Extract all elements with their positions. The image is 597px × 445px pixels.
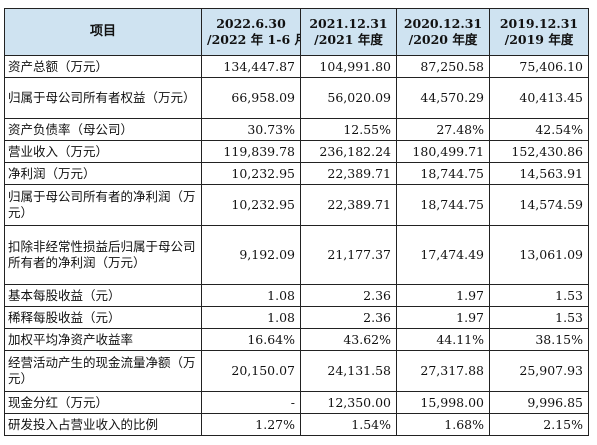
row-label: 资产总额（万元）	[4, 55, 202, 78]
table-row: 稀释每股收益（元） 1.08 2.36 1.97 1.53	[4, 306, 589, 329]
cell-value: 56,020.09	[300, 77, 397, 119]
header-col-line2: /2020 年度	[408, 32, 478, 47]
cell-value: 2.36	[300, 306, 397, 329]
table-row: 经营活动产生的现金流量净额（万元） 20,150.07 24,131.58 27…	[4, 350, 589, 392]
row-label: 研发投入占营业收入的比例	[4, 413, 202, 436]
cell-value: 27,317.88	[396, 350, 490, 392]
cell-value: 25,907.93	[489, 350, 589, 392]
row-label: 稀释每股收益（元）	[4, 306, 202, 329]
table-row: 净利润（万元） 10,232.95 22,389.71 18,744.75 14…	[4, 162, 589, 185]
cell-value: 20,150.07	[201, 350, 301, 392]
row-label: 归属于母公司所有者权益（万元）	[4, 77, 202, 119]
table-body: 资产总额（万元） 134,447.87 104,991.80 87,250.58…	[4, 55, 589, 436]
table-row: 扣除非经常性损益后归属于母公司所有者的净利润（万元） 9,192.09 21,1…	[4, 225, 589, 285]
cell-value: 87,250.58	[396, 55, 490, 78]
header-col-2019: 2019.12.31 /2019 年度	[489, 8, 589, 56]
header-item: 项目	[4, 8, 202, 56]
header-col-line2: /2021 年度	[314, 32, 383, 47]
cell-value: 13,061.09	[489, 225, 589, 285]
row-label: 基本每股收益（元）	[4, 284, 202, 307]
row-label: 加权平均净资产收益率	[4, 328, 202, 351]
cell-value: 152,430.86	[489, 140, 589, 163]
cell-value: 1.68%	[396, 413, 490, 436]
cell-value: 14,563.91	[489, 162, 589, 185]
header-col-line1: 2020.12.31	[403, 16, 483, 31]
financial-summary-table: 项目 2022.6.30 /2022 年 1-6 月 2021.12.31 /2…	[4, 8, 589, 436]
row-label: 净利润（万元）	[4, 162, 202, 185]
cell-value: 16.64%	[201, 328, 301, 351]
cell-value: 27.48%	[396, 118, 490, 141]
row-label: 资产负债率（母公司）	[4, 118, 202, 141]
table-row: 资产负债率（母公司） 30.73% 12.55% 27.48% 42.54%	[4, 118, 589, 141]
cell-value: 12.55%	[300, 118, 397, 141]
cell-value: 22,389.71	[300, 184, 397, 226]
cell-value: 40,413.45	[489, 77, 589, 119]
header-col-2020: 2020.12.31 /2020 年度	[396, 8, 490, 56]
cell-value: 1.97	[396, 284, 490, 307]
header-col-2021: 2021.12.31 /2021 年度	[300, 8, 397, 56]
cell-value: 10,232.95	[201, 162, 301, 185]
cell-value: 42.54%	[489, 118, 589, 141]
cell-value: 1.53	[489, 284, 589, 307]
cell-value: 2.36	[300, 284, 397, 307]
cell-value: 18,744.75	[396, 184, 490, 226]
row-label: 现金分红（万元）	[4, 391, 202, 414]
header-col-line1: 2021.12.31	[309, 16, 388, 31]
cell-value: 38.15%	[489, 328, 589, 351]
table-row: 加权平均净资产收益率 16.64% 43.62% 44.11% 38.15%	[4, 328, 589, 351]
cell-value: 1.08	[201, 284, 301, 307]
cell-value: 75,406.10	[489, 55, 589, 78]
cell-value: 17,474.49	[396, 225, 490, 285]
cell-value: 104,991.80	[300, 55, 397, 78]
table-row: 基本每股收益（元） 1.08 2.36 1.97 1.53	[4, 284, 589, 307]
cell-value: 21,177.37	[300, 225, 397, 285]
table-row: 现金分红（万元） - 12,350.00 15,998.00 9,996.85	[4, 391, 589, 414]
table-row: 研发投入占营业收入的比例 1.27% 1.54% 1.68% 2.15%	[4, 413, 589, 436]
header-col-2022h1: 2022.6.30 /2022 年 1-6 月	[201, 8, 301, 56]
table-header: 项目 2022.6.30 /2022 年 1-6 月 2021.12.31 /2…	[4, 8, 589, 56]
cell-value: 1.53	[489, 306, 589, 329]
cell-value: 44,570.29	[396, 77, 490, 119]
table-row: 归属于母公司所有者权益（万元） 66,958.09 56,020.09 44,5…	[4, 77, 589, 119]
row-label: 归属于母公司所有者的净利润（万元）	[4, 184, 202, 226]
cell-value: 43.62%	[300, 328, 397, 351]
table-row: 归属于母公司所有者的净利润（万元） 10,232.95 22,389.71 18…	[4, 184, 589, 226]
cell-value: 12,350.00	[300, 391, 397, 414]
cell-value: 9,192.09	[201, 225, 301, 285]
header-col-line2: /2022 年 1-6 月	[207, 32, 301, 47]
header-col-line1: 2019.12.31	[499, 16, 579, 31]
row-label: 经营活动产生的现金流量净额（万元）	[4, 350, 202, 392]
row-label: 营业收入（万元）	[4, 140, 202, 163]
cell-value: 1.54%	[300, 413, 397, 436]
cell-value: -	[201, 391, 301, 414]
header-col-line2: /2019 年度	[504, 32, 574, 47]
cell-value: 119,839.78	[201, 140, 301, 163]
cell-value: 180,499.71	[396, 140, 490, 163]
header-col-line1: 2022.6.30	[216, 16, 286, 31]
cell-value: 1.08	[201, 306, 301, 329]
header-row: 项目 2022.6.30 /2022 年 1-6 月 2021.12.31 /2…	[4, 8, 589, 56]
cell-value: 134,447.87	[201, 55, 301, 78]
cell-value: 24,131.58	[300, 350, 397, 392]
cell-value: 236,182.24	[300, 140, 397, 163]
cell-value: 14,574.59	[489, 184, 589, 226]
cell-value: 30.73%	[201, 118, 301, 141]
table-row: 营业收入（万元） 119,839.78 236,182.24 180,499.7…	[4, 140, 589, 163]
cell-value: 2.15%	[489, 413, 589, 436]
cell-value: 66,958.09	[201, 77, 301, 119]
cell-value: 1.27%	[201, 413, 301, 436]
cell-value: 10,232.95	[201, 184, 301, 226]
cell-value: 15,998.00	[396, 391, 490, 414]
cell-value: 22,389.71	[300, 162, 397, 185]
cell-value: 1.97	[396, 306, 490, 329]
cell-value: 9,996.85	[489, 391, 589, 414]
cell-value: 44.11%	[396, 328, 490, 351]
table-row: 资产总额（万元） 134,447.87 104,991.80 87,250.58…	[4, 55, 589, 78]
cell-value: 18,744.75	[396, 162, 490, 185]
row-label: 扣除非经常性损益后归属于母公司所有者的净利润（万元）	[4, 225, 202, 285]
